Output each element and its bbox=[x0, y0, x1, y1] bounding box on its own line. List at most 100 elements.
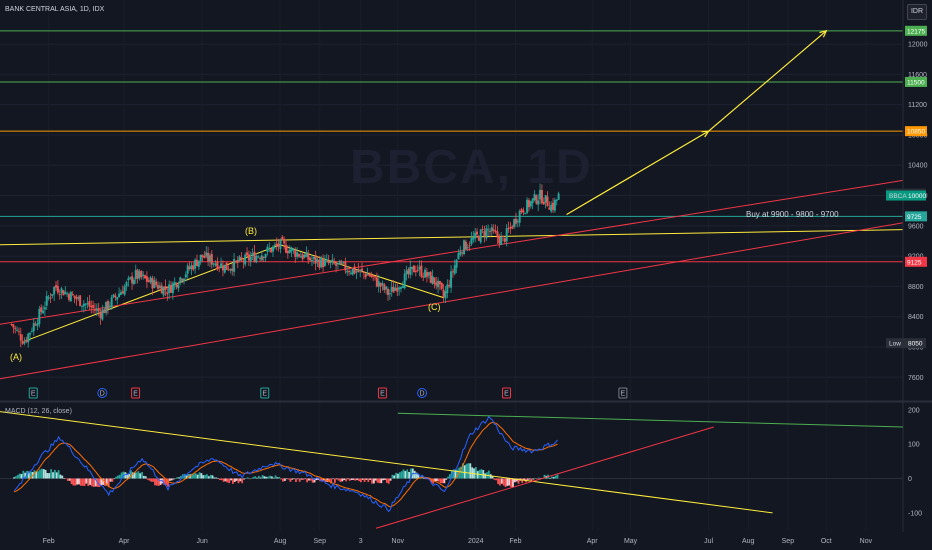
projection-leg-2 bbox=[708, 30, 827, 132]
macd-histogram-bar bbox=[180, 475, 182, 479]
macd-histogram-bar bbox=[538, 477, 540, 479]
macd-histogram-bar bbox=[170, 478, 173, 481]
macd-histogram-bar bbox=[259, 477, 262, 479]
macd-histogram-bar bbox=[15, 476, 17, 479]
candle-body bbox=[17, 331, 20, 333]
candle-body bbox=[435, 282, 438, 286]
candle-body bbox=[218, 267, 221, 269]
candle-body bbox=[451, 271, 454, 273]
macd-tick-label: 200 bbox=[908, 407, 920, 414]
candle-body bbox=[544, 195, 547, 203]
macd-histogram-bar bbox=[471, 467, 474, 479]
candle-body bbox=[108, 305, 111, 308]
macd-histogram-bar bbox=[385, 478, 388, 483]
candle-body bbox=[505, 228, 508, 242]
candle-body bbox=[388, 293, 391, 295]
macd-histogram-bar bbox=[354, 478, 357, 481]
earnings-marker bbox=[28, 387, 38, 399]
macd-histogram-bar bbox=[191, 473, 194, 479]
candle-body bbox=[364, 273, 367, 278]
macd-histogram-bar bbox=[289, 478, 292, 482]
candle-body bbox=[123, 286, 126, 295]
channel-upper-yellow bbox=[0, 229, 904, 246]
currency-button[interactable]: IDR bbox=[907, 4, 927, 20]
candle-body bbox=[542, 201, 545, 205]
candle-body bbox=[182, 278, 185, 282]
macd-histogram-bar bbox=[222, 478, 225, 482]
price-tick-label: 7600 bbox=[908, 375, 924, 382]
macd-histogram-bar bbox=[130, 470, 132, 479]
macd-histogram-bar bbox=[235, 478, 238, 481]
macd-histogram-bar bbox=[139, 473, 142, 479]
candle-body bbox=[170, 285, 173, 293]
macd-histogram-bar bbox=[57, 470, 60, 479]
candle-body bbox=[205, 252, 208, 257]
macd-histogram-bar bbox=[549, 478, 551, 479]
wave-label-a[interactable]: (A) bbox=[10, 352, 22, 362]
candle-body bbox=[550, 204, 553, 212]
candle-body bbox=[68, 294, 71, 300]
candle-body bbox=[253, 251, 256, 262]
candle-body bbox=[548, 207, 551, 210]
macd-histogram-bar bbox=[50, 469, 53, 479]
macd-histogram-bar bbox=[508, 478, 511, 486]
macd-histogram-bar bbox=[111, 478, 114, 482]
candle-body bbox=[479, 229, 482, 243]
candle-body bbox=[51, 294, 54, 296]
wave-label-b[interactable]: (B) bbox=[245, 226, 257, 236]
candle-body bbox=[472, 237, 475, 240]
macd-histogram-bar bbox=[456, 469, 459, 479]
candle-body bbox=[474, 232, 477, 239]
candle-body bbox=[318, 259, 321, 268]
candle-body bbox=[266, 246, 269, 252]
candle-body bbox=[351, 268, 354, 275]
wave-label-c[interactable]: (C) bbox=[428, 302, 441, 312]
candle-body bbox=[303, 254, 306, 258]
macd-histogram-bar bbox=[512, 478, 514, 487]
candle-body bbox=[158, 285, 161, 289]
macd-histogram-bar bbox=[256, 477, 258, 479]
macd-histogram-bar bbox=[105, 478, 108, 486]
macd-histogram-bar bbox=[193, 473, 195, 479]
candle-body bbox=[483, 231, 486, 237]
candle-body bbox=[216, 261, 219, 270]
candle-body bbox=[129, 277, 132, 279]
macd-histogram-bar bbox=[506, 478, 509, 486]
event-marker-letter: E bbox=[504, 391, 509, 398]
macd-histogram-bar bbox=[341, 478, 344, 482]
candle-body bbox=[299, 256, 302, 258]
macd-histogram-bar bbox=[437, 478, 440, 482]
macd-histogram-bar bbox=[500, 478, 503, 484]
candle-body bbox=[223, 264, 226, 273]
macd-histogram-bar bbox=[510, 478, 513, 488]
macd-histogram-bar bbox=[144, 476, 147, 479]
buy-annotation[interactable]: Buy at 9900 - 9800 - 9700 bbox=[746, 210, 839, 219]
candle-body bbox=[86, 303, 89, 305]
macd-histogram-bar bbox=[322, 478, 325, 481]
macd-histogram-bar bbox=[128, 473, 130, 479]
event-marker-letter: E bbox=[31, 391, 36, 398]
price-grid bbox=[0, 43, 903, 378]
macd-histogram-bar bbox=[460, 466, 462, 479]
macd-histogram-bar bbox=[430, 478, 433, 483]
candle-body bbox=[277, 243, 280, 247]
macd-trendline-green bbox=[397, 412, 904, 428]
macd-histogram-bar bbox=[367, 478, 370, 483]
macd-histogram-bar bbox=[211, 475, 214, 479]
candle-body bbox=[535, 195, 538, 204]
macd-histogram-bar bbox=[300, 478, 303, 480]
event-marker-letter: E bbox=[133, 391, 138, 398]
macd-histogram-bar bbox=[337, 478, 340, 481]
macd-histogram-bar bbox=[551, 476, 553, 479]
symbol-watermark: BBCA, 1D bbox=[350, 141, 593, 194]
macd-histogram-bar bbox=[449, 474, 451, 479]
macd-histogram-bar bbox=[443, 478, 446, 484]
macd-histogram-bar bbox=[387, 478, 390, 484]
candle-body bbox=[422, 276, 425, 278]
price-tag-bg bbox=[905, 76, 927, 87]
macd-histogram-bar bbox=[311, 478, 314, 483]
candle-body bbox=[353, 266, 356, 274]
candle-body bbox=[66, 293, 69, 295]
macd-histogram-bar bbox=[308, 478, 310, 481]
